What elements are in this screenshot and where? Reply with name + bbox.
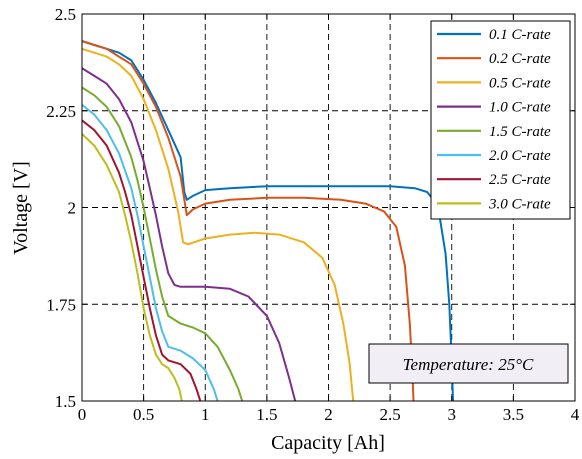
x-tick-label: 2.5 (380, 405, 401, 424)
series-line-6 (82, 103, 219, 401)
legend-box (430, 20, 571, 220)
series-line-2 (82, 40, 415, 401)
series-line-5 (82, 86, 244, 401)
legend-label: 1.0 C-rate (489, 100, 551, 116)
ticks (81, 13, 576, 402)
y-tick-label: 2.5 (55, 5, 76, 24)
x-tick-label: 1 (201, 405, 210, 424)
legend-label: 2.0 C-rate (489, 148, 551, 164)
y-tick-label: 2 (68, 199, 77, 218)
x-tick-label: 3 (448, 405, 457, 424)
legend-label: 3.0 C-rate (488, 196, 551, 212)
annotation-box (368, 343, 569, 384)
x-tick-label: 3.5 (503, 405, 524, 424)
legend: 0.1 C-rate 0.2 C-rate 0.5 C-rate 1.0 C-rate… (430, 20, 571, 220)
y-tick-label: 1.75 (46, 295, 76, 314)
legend-label: 0.2 C-rate (489, 51, 551, 67)
temperature-annotation: Temperature: 25°C (368, 343, 569, 384)
x-tick-labels: 0 0.5 1 1.5 2 2.5 3 3.5 4 (78, 405, 580, 424)
series-line-4 (82, 67, 297, 401)
x-tick-label: 0 (78, 405, 87, 424)
x-tick-label: 2 (324, 405, 333, 424)
series-line-7 (82, 119, 202, 401)
x-tick-label: 0.5 (133, 405, 154, 424)
y-tick-label: 2.25 (46, 102, 76, 121)
annotation-text: Temperature: 25°C (403, 355, 534, 374)
series-line-3 (82, 47, 355, 401)
x-tick-label: 1.5 (256, 405, 277, 424)
legend-label: 2.5 C-rate (489, 172, 551, 188)
y-axis-label: Voltage [V] (10, 161, 32, 255)
legend-label: 0.5 C-rate (489, 75, 551, 91)
legend-label: 0.1 C-rate (489, 27, 551, 43)
x-tick-label: 4 (571, 405, 580, 424)
y-tick-labels: 1.5 1.75 2 2.25 2.5 (46, 5, 76, 411)
x-axis-label: Capacity [Ah] (271, 432, 385, 454)
legend-label: 1.5 C-rate (489, 124, 551, 140)
series-line-8 (82, 133, 183, 401)
y-tick-label: 1.5 (55, 392, 76, 411)
